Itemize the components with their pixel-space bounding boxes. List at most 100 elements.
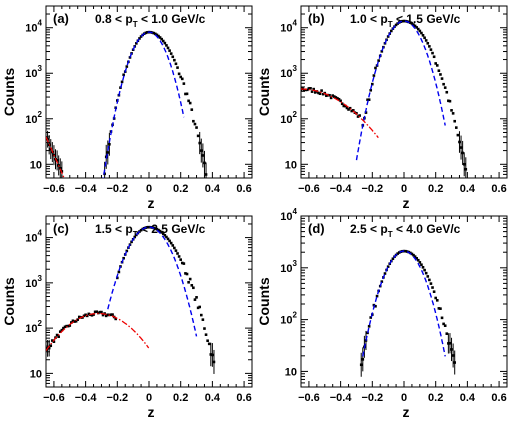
pt-unit: GeV/c: [171, 222, 205, 236]
x-tick-label: 0: [401, 183, 407, 195]
curves: [46, 30, 208, 178]
fit-curve: [362, 250, 446, 357]
data-point: [98, 310, 102, 314]
data-point: [309, 87, 312, 90]
fit-curve: [107, 226, 198, 337]
data-point: [409, 21, 412, 24]
x-tick-label: −0.2: [361, 392, 383, 404]
data-point: [334, 96, 338, 99]
y-tick-label: 103: [280, 259, 297, 275]
data-point: [87, 312, 91, 316]
y-tick-base: 10: [25, 278, 37, 290]
panel-label: (c): [53, 221, 69, 236]
data-point: [435, 64, 439, 67]
background-curve: [46, 312, 150, 351]
data-point: [462, 162, 466, 166]
y-tick-label: 10: [30, 159, 42, 171]
data-point: [158, 229, 162, 233]
data-point: [55, 333, 59, 337]
data-point: [428, 278, 431, 282]
y-tick-exponent: 4: [293, 19, 298, 28]
data-point: [66, 324, 70, 328]
y-tick-label: 104: [280, 19, 297, 35]
data-point: [451, 112, 455, 115]
data-point: [168, 239, 171, 243]
data-point: [125, 249, 129, 253]
data-point: [100, 310, 103, 314]
data-point: [402, 19, 406, 23]
x-tick-label: 0.4: [205, 392, 221, 404]
data-point: [190, 284, 194, 287]
data-point: [177, 72, 181, 76]
data-point: [180, 77, 184, 81]
pt-pt-max: 1.0: [151, 12, 168, 26]
y-tick-exponent: 2: [293, 110, 298, 119]
data-point: [445, 90, 449, 94]
data-point: [440, 316, 444, 320]
data-point: [122, 73, 125, 77]
data-point: [106, 151, 110, 154]
y-tick-label: 102: [280, 110, 297, 126]
data-point: [184, 92, 187, 96]
pt-pt-min: 0.8: [95, 12, 112, 26]
pt-lt2: <: [138, 12, 152, 26]
y-axis-title: Counts: [256, 68, 272, 116]
data-point: [146, 31, 149, 34]
data-point: [339, 99, 342, 103]
pt-unit: GeV/c: [171, 12, 205, 26]
data-point: [348, 106, 352, 110]
pt-pt-var: p: [380, 12, 387, 26]
data-point: [424, 271, 428, 275]
y-tick-label: 10: [285, 159, 297, 171]
panel-label: (a): [53, 11, 69, 26]
data-point: [182, 82, 186, 85]
x-axis-title: z: [403, 195, 410, 211]
data-point: [418, 29, 422, 33]
plot-frame: [300, 215, 508, 388]
pt-pt-sub: T: [388, 230, 393, 239]
x-tick-label: 0: [146, 392, 152, 404]
x-tick-label: −0.6: [43, 183, 65, 195]
data-point: [157, 34, 160, 38]
data-point: [209, 353, 213, 356]
data-point: [147, 225, 151, 229]
pt-pt-var: p: [380, 222, 387, 236]
data-point: [174, 62, 178, 66]
data-point: [168, 49, 171, 52]
data-point: [77, 315, 81, 319]
data-point: [76, 318, 79, 321]
data-point: [412, 253, 415, 257]
data-point: [171, 55, 175, 59]
data-series: [46, 30, 208, 178]
data-point: [154, 227, 157, 230]
data-point: [351, 109, 355, 112]
data-series: [301, 19, 468, 178]
data-point: [163, 41, 167, 45]
data-point: [57, 335, 60, 338]
data-point: [111, 313, 114, 316]
data-point: [95, 310, 99, 314]
data-point: [412, 23, 415, 26]
data-point: [82, 314, 86, 318]
data-point: [318, 92, 322, 96]
data-point: [386, 35, 390, 38]
y-tick-base: 10: [280, 263, 292, 275]
x-tick-label: 0: [146, 183, 152, 195]
data-point: [423, 268, 426, 272]
y-tick-label: 103: [25, 274, 42, 290]
pt-unit: GeV/c: [426, 12, 460, 26]
y-tick-base: 10: [30, 159, 42, 171]
data-point: [201, 154, 205, 157]
data-point: [443, 324, 447, 327]
data-point: [437, 307, 441, 310]
data-point: [176, 252, 179, 255]
data-point: [49, 344, 53, 348]
data-point: [371, 82, 374, 86]
data-point: [138, 37, 141, 40]
y-tick-label: 102: [25, 319, 42, 335]
data-point: [342, 104, 346, 108]
x-tick-label: −0.4: [330, 392, 353, 404]
data-point: [434, 62, 437, 65]
data-point: [424, 39, 428, 42]
data-point: [163, 233, 167, 237]
